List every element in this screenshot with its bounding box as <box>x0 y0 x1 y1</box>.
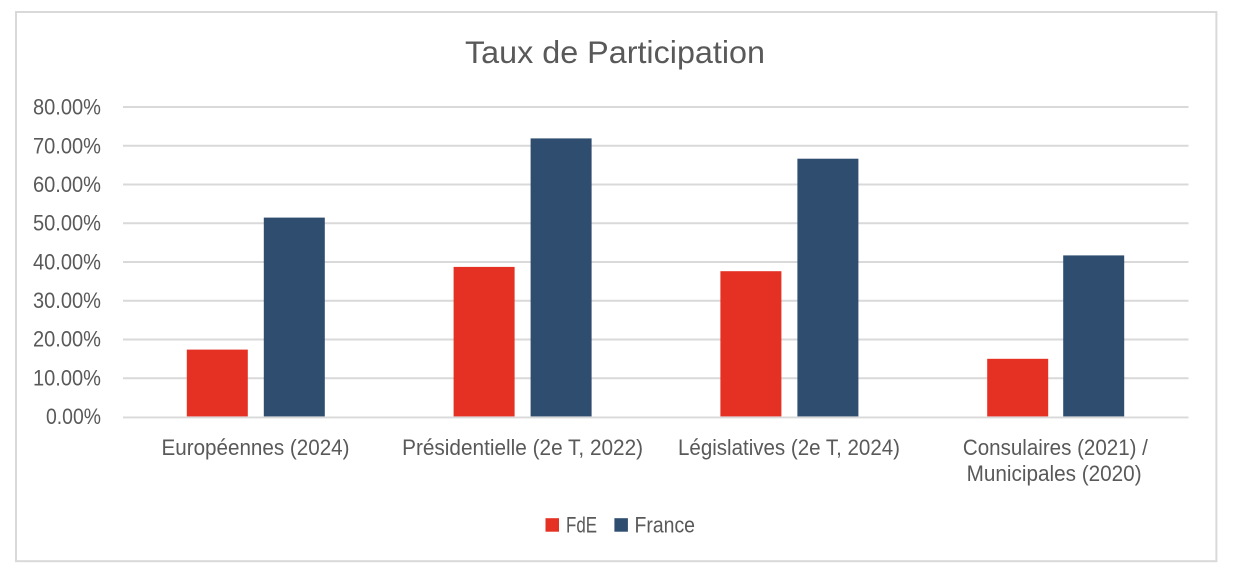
svg-text:0.00%: 0.00% <box>46 404 101 429</box>
svg-text:Législatives (2e T, 2024): Législatives (2e T, 2024) <box>678 435 900 460</box>
svg-text:Consulaires (2021) /: Consulaires (2021) / <box>963 435 1149 460</box>
svg-text:Présidentielle (2e T, 2022): Présidentielle (2e T, 2022) <box>402 435 643 460</box>
svg-text:70.00%: 70.00% <box>33 133 101 158</box>
svg-text:10.00%: 10.00% <box>33 365 101 390</box>
svg-text:50.00%: 50.00% <box>33 211 101 236</box>
svg-text:20.00%: 20.00% <box>33 327 101 352</box>
svg-text:30.00%: 30.00% <box>33 288 101 313</box>
svg-text:40.00%: 40.00% <box>33 249 101 274</box>
svg-text:60.00%: 60.00% <box>33 172 101 197</box>
svg-text:80.00%: 80.00% <box>33 95 101 120</box>
svg-text:FdE: FdE <box>566 512 597 537</box>
svg-text:France: France <box>635 512 696 537</box>
svg-text:Municipales (2020): Municipales (2020) <box>967 461 1142 486</box>
svg-text:Européennes (2024): Européennes (2024) <box>162 435 350 460</box>
svg-text:Taux de Participation: Taux de Participation <box>465 34 765 70</box>
